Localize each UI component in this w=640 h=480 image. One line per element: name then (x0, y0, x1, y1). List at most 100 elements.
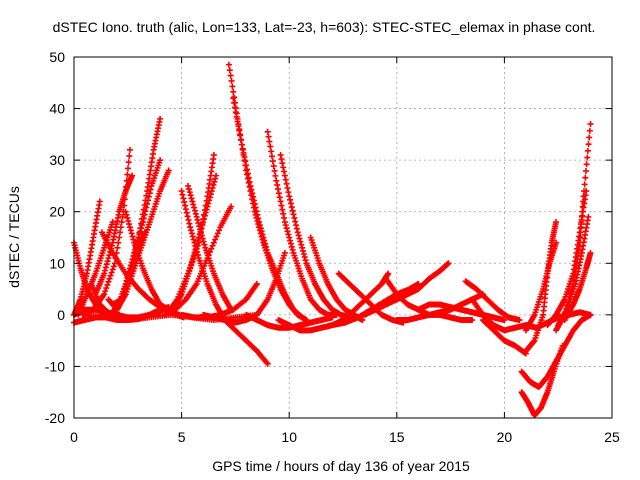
y-tick-label: -20 (45, 410, 65, 426)
data-point (445, 260, 452, 267)
data-point (245, 179, 252, 186)
data-point (283, 225, 290, 232)
data-point (293, 222, 300, 229)
data-point (199, 222, 206, 229)
data-point (204, 203, 211, 210)
data-point (248, 186, 255, 193)
data-point (140, 206, 147, 213)
data-point (285, 231, 292, 238)
data-point (122, 208, 129, 215)
data-point (273, 177, 280, 184)
y-tick-label: 30 (49, 152, 65, 168)
data-point (284, 228, 291, 235)
data-point (124, 214, 131, 221)
data-point (211, 178, 218, 185)
data-point (292, 218, 299, 225)
data-point (102, 264, 109, 271)
data-point (127, 227, 134, 234)
data-point (101, 291, 108, 298)
data-point (581, 181, 588, 188)
data-point (227, 72, 234, 79)
data-point (114, 244, 121, 251)
data-point (188, 262, 195, 269)
data-point (117, 229, 124, 236)
data-point (253, 311, 260, 318)
data-point (187, 224, 194, 231)
data-point (104, 281, 111, 288)
x-axis-title: GPS time / hours of day 136 of year 2015 (212, 458, 470, 474)
data-point (262, 240, 269, 247)
data-point (385, 270, 392, 277)
data-point (299, 247, 306, 254)
data-point (244, 171, 251, 178)
data-point (583, 161, 590, 168)
series (277, 151, 353, 321)
data-point (130, 256, 137, 263)
series (522, 309, 594, 331)
data-point (287, 200, 294, 207)
data-point (296, 235, 303, 242)
data-point (585, 213, 592, 220)
data-point (139, 215, 146, 222)
data-point (302, 257, 309, 264)
data-point (116, 234, 123, 241)
data-point (231, 104, 238, 111)
data-points (71, 61, 594, 419)
data-point (141, 202, 148, 209)
data-point (188, 195, 195, 202)
data-point (300, 251, 307, 258)
data-point (194, 240, 201, 247)
data-point (204, 255, 211, 262)
data-point (197, 228, 204, 235)
data-point (288, 204, 295, 211)
data-point (126, 224, 133, 231)
series (225, 61, 310, 324)
data-point (134, 238, 141, 245)
data-point (143, 192, 150, 199)
data-point (277, 151, 284, 158)
data-point (264, 360, 271, 367)
data-point (245, 174, 252, 181)
data-point (266, 138, 273, 145)
data-point (579, 208, 586, 215)
data-point (205, 200, 212, 207)
x-ticks: 0 5 10 15 20 25 (70, 57, 620, 445)
x-tick-label: 25 (604, 429, 620, 445)
data-point (284, 184, 291, 191)
series (346, 270, 392, 318)
data-point (234, 118, 241, 125)
data-point (202, 209, 209, 216)
data-point (287, 240, 294, 247)
data-point (195, 234, 202, 241)
data-point (207, 191, 214, 198)
data-point (275, 190, 282, 197)
data-point (103, 261, 110, 268)
data-point (295, 232, 302, 239)
data-point (137, 225, 144, 232)
data-point (157, 157, 164, 164)
data-point (282, 222, 289, 229)
data-point (102, 288, 109, 295)
data-point (188, 230, 195, 237)
data-point (191, 207, 198, 214)
data-point (226, 67, 233, 74)
data-point (186, 189, 193, 196)
data-point (581, 188, 588, 195)
data-point (201, 241, 208, 248)
data-point (578, 213, 585, 220)
data-point (260, 234, 267, 241)
data-point (185, 186, 192, 193)
data-point (238, 141, 245, 148)
data-point (108, 269, 115, 276)
data-point (180, 195, 187, 202)
data-point (196, 231, 203, 238)
data-point (281, 249, 288, 256)
data-point (290, 211, 297, 218)
y-tick-label: 40 (49, 101, 65, 117)
data-point (214, 230, 221, 237)
data-point (178, 188, 185, 195)
data-point (200, 215, 207, 222)
data-point (105, 278, 112, 285)
data-point (299, 244, 306, 251)
data-point (287, 196, 294, 203)
